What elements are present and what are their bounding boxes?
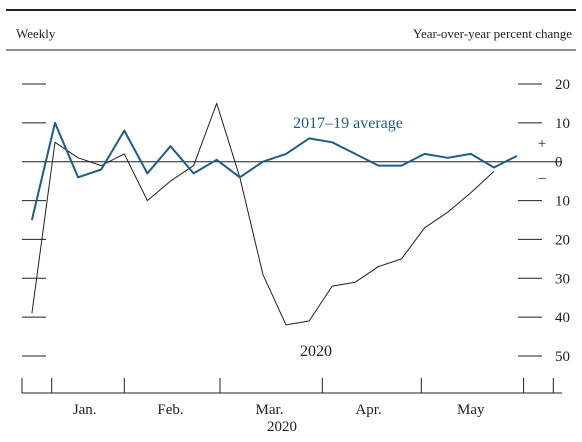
y-tick-label-7: 50 — [555, 349, 570, 365]
header-left-label: Weekly — [16, 26, 56, 41]
x-tick-label-3: Apr. — [355, 402, 381, 418]
y-tick-label-5: 30 — [555, 271, 570, 287]
y-axis: 20 10 0 10 20 30 40 50 — [22, 77, 570, 365]
x-axis-label: 2020 — [267, 419, 297, 435]
series-layer — [30, 102, 518, 326]
annotation-avg: 2017–19 average — [293, 115, 403, 132]
y-tick-label-6: 40 — [555, 310, 570, 326]
annotation-2020: 2020 — [300, 343, 332, 360]
x-tick-label-0: Jan. — [73, 402, 97, 418]
series-line-2017-19-average — [30, 121, 518, 221]
y-tick-label-3: 10 — [555, 194, 570, 210]
x-tick-label-1: Feb. — [157, 402, 183, 418]
x-tick-label-4: May — [457, 402, 485, 418]
y-tick-label-2: 0 — [555, 155, 563, 171]
x-tick-label-2: Mar. — [256, 402, 284, 418]
header-right-label: Year-over-year percent change — [413, 26, 572, 41]
y-tick-label-4: 20 — [555, 232, 570, 248]
y-tick-label-0: 20 — [555, 77, 570, 93]
series-line-2020 — [31, 102, 495, 326]
sign-minus: – — [537, 170, 546, 186]
sign-plus: + — [538, 136, 546, 152]
y-tick-label-1: 10 — [555, 116, 570, 132]
x-axis: Jan. Feb. Mar. Apr. May — [21, 378, 554, 418]
